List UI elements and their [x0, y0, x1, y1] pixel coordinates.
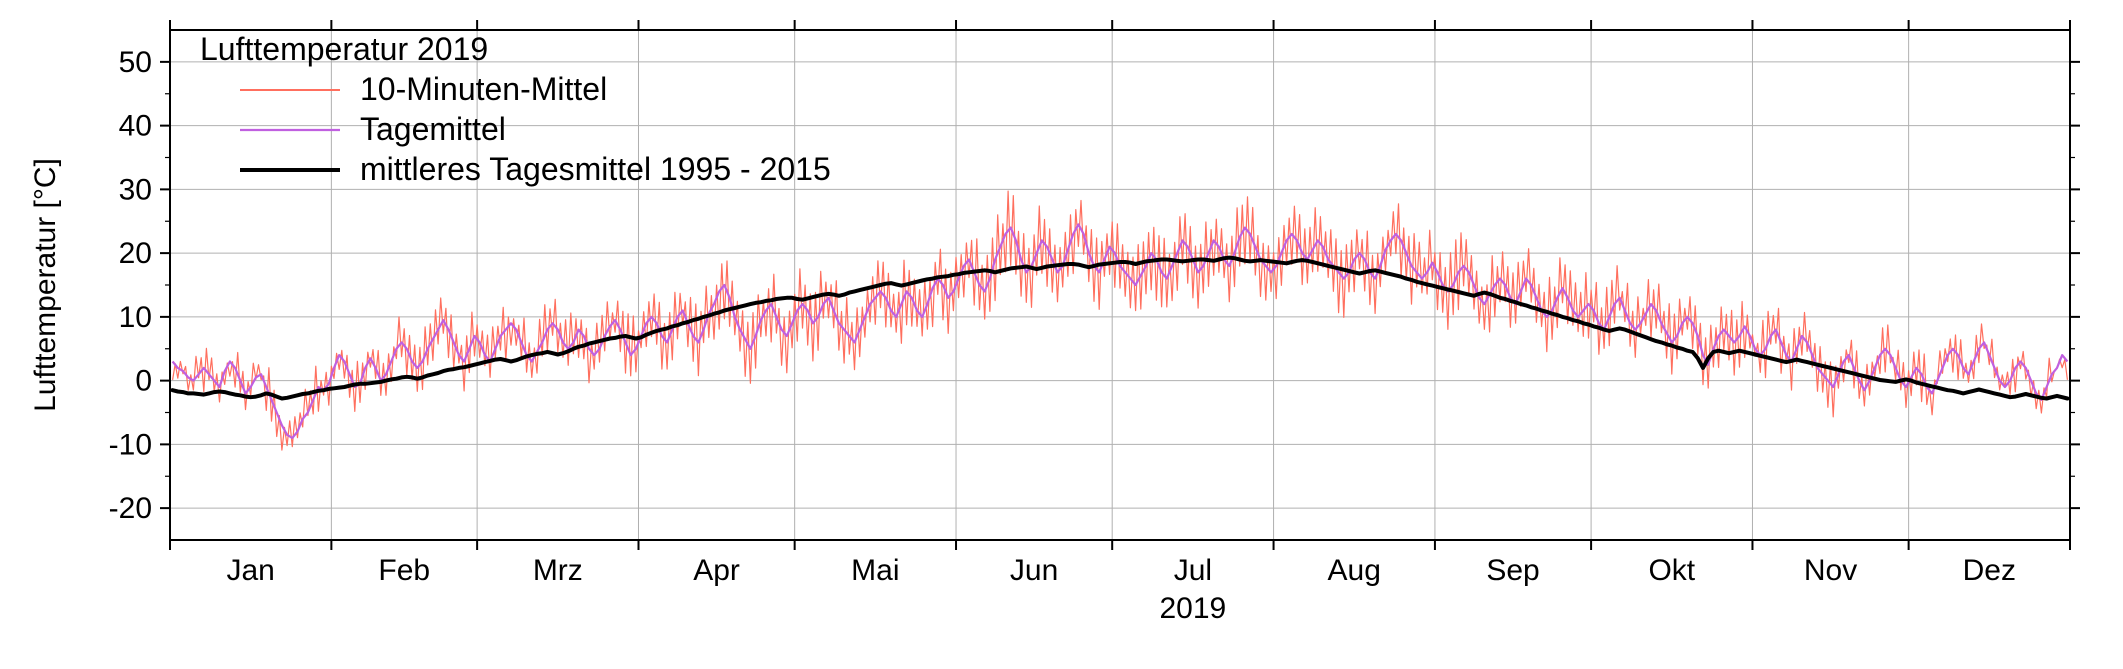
svg-text:Okt: Okt — [1648, 554, 1695, 587]
svg-text:Feb: Feb — [378, 554, 430, 587]
svg-text:Dez: Dez — [1963, 554, 2016, 587]
svg-text:Jun: Jun — [1010, 554, 1058, 587]
svg-text:Lufttemperatur 2019: Lufttemperatur 2019 — [200, 31, 488, 67]
svg-text:20: 20 — [119, 237, 152, 270]
temperature-annual-chart: -20 -10 0 10 20 30 40 50 Jan Feb Mrz Apr Mai Jun Jul Au… — [0, 0, 2123, 669]
svg-text:Aug: Aug — [1328, 554, 1381, 587]
svg-text:Tagemittel: Tagemittel — [360, 111, 506, 147]
svg-text:Mrz: Mrz — [533, 554, 583, 587]
svg-text:50: 50 — [119, 46, 152, 79]
svg-text:-10: -10 — [109, 428, 152, 461]
svg-text:Jan: Jan — [226, 554, 274, 587]
svg-text:40: 40 — [119, 110, 152, 143]
svg-text:10: 10 — [119, 301, 152, 334]
svg-text:-20: -20 — [109, 492, 152, 525]
chart-svg: -20 -10 0 10 20 30 40 50 Jan Feb Mrz Apr Mai Jun Jul Au… — [0, 0, 2123, 669]
svg-text:Mai: Mai — [851, 554, 899, 587]
svg-text:2019: 2019 — [1160, 592, 1227, 625]
svg-text:Sep: Sep — [1486, 554, 1539, 587]
svg-text:0: 0 — [135, 365, 152, 398]
svg-text:mittleres Tagesmittel 1995 - 2: mittleres Tagesmittel 1995 - 2015 — [360, 151, 831, 187]
svg-text:30: 30 — [119, 173, 152, 206]
svg-text:Jul: Jul — [1174, 554, 1212, 587]
svg-text:Lufttemperatur [°C]: Lufttemperatur [°C] — [29, 158, 62, 412]
svg-text:Nov: Nov — [1804, 554, 1857, 587]
svg-text:10-Minuten-Mittel: 10-Minuten-Mittel — [360, 71, 607, 107]
svg-text:Apr: Apr — [693, 554, 740, 587]
